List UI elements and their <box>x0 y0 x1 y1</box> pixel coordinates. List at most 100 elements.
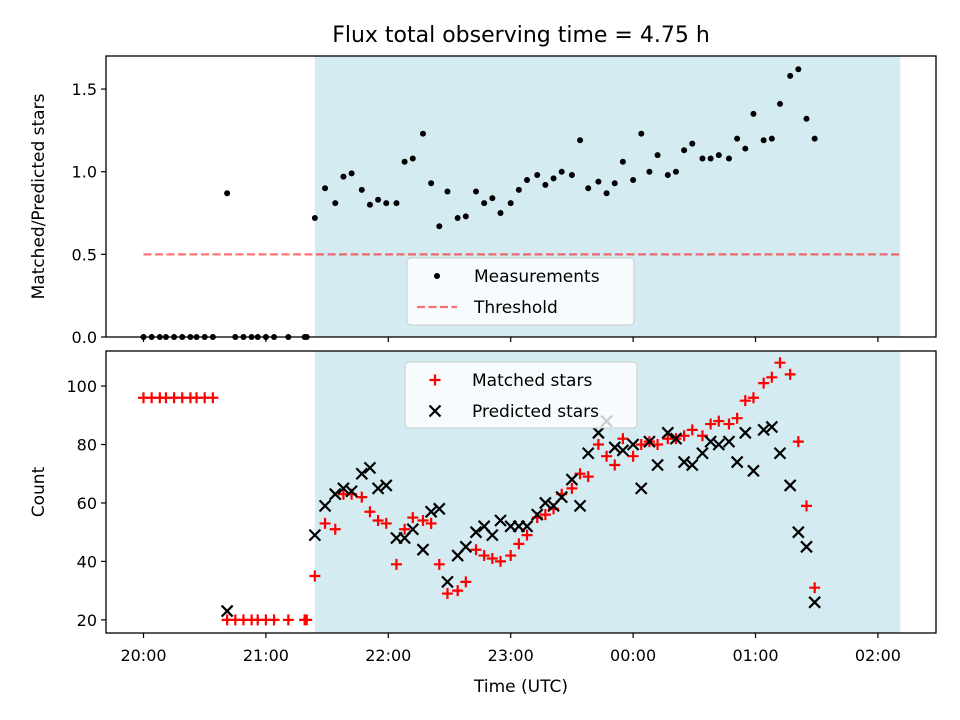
data-point <box>758 377 770 389</box>
data-point <box>433 558 445 570</box>
y-tick-label: 0.5 <box>72 245 97 264</box>
data-point <box>311 214 318 221</box>
data-point <box>747 464 760 478</box>
data-point <box>409 155 416 162</box>
data-point <box>524 176 531 183</box>
chart-title: Flux total observing time = 4.75 h <box>332 23 710 48</box>
data-point <box>792 436 804 448</box>
data-point <box>723 418 735 430</box>
data-point <box>725 155 732 162</box>
data-point <box>608 441 622 454</box>
data-point <box>609 459 621 471</box>
data-point <box>585 185 592 192</box>
series-predicted-stars <box>220 414 821 618</box>
data-point <box>481 200 488 207</box>
data-point <box>505 550 517 562</box>
x-tick-label: 22:00 <box>365 646 411 665</box>
data-point <box>573 499 587 513</box>
data-point <box>582 471 594 483</box>
x-axis-label: Time (UTC) <box>473 677 568 697</box>
y-tick-label: 20 <box>77 611 97 630</box>
top-panel: 0.0 0.5 1.0 1.5 Matched/Predicted stars Measu… <box>29 55 937 347</box>
legend-marker <box>434 273 440 279</box>
y-tick-label: 60 <box>77 494 97 513</box>
data-point <box>685 458 699 472</box>
data-point <box>322 185 329 192</box>
y-tick-label: 1.0 <box>72 163 97 182</box>
data-point <box>513 538 525 550</box>
data-point <box>520 520 534 533</box>
data-point <box>792 525 805 539</box>
data-point <box>627 450 639 462</box>
data-point <box>473 188 480 195</box>
data-point <box>705 418 717 430</box>
data-point <box>486 552 498 564</box>
data-point <box>332 200 339 207</box>
data-point <box>809 582 821 594</box>
data-point <box>441 575 454 589</box>
data-point <box>366 201 373 208</box>
data-point <box>776 100 783 107</box>
data-point <box>390 558 402 570</box>
data-point <box>340 173 347 180</box>
data-point <box>787 72 794 79</box>
y-tick-label: 80 <box>77 436 97 455</box>
data-point <box>441 588 453 600</box>
data-point <box>757 423 770 437</box>
data-point <box>530 508 544 521</box>
data-point <box>765 420 779 434</box>
data-point <box>774 357 786 369</box>
data-point <box>722 435 736 448</box>
legend-label: Predicted stars <box>472 402 599 422</box>
data-point <box>497 210 504 217</box>
data-point <box>654 152 661 159</box>
data-point <box>419 130 426 137</box>
data-point <box>268 614 280 626</box>
data-point <box>635 439 647 451</box>
data-point <box>766 371 778 383</box>
x-tick-label: 01:00 <box>732 646 778 665</box>
y-tick-label: 1.5 <box>72 80 97 99</box>
data-point <box>630 176 637 183</box>
data-point <box>747 392 759 404</box>
data-point <box>417 514 429 526</box>
data-point <box>425 517 437 529</box>
data-point <box>646 168 653 175</box>
bottom-panel: 20 40 60 80 100 20:00 21:00 22:00 23:00 00:00 01:0… <box>29 350 937 665</box>
data-point <box>686 424 698 436</box>
y-tick-label: 40 <box>77 552 97 571</box>
data-point <box>469 525 483 539</box>
data-point <box>478 550 490 562</box>
data-point <box>678 430 690 442</box>
data-point <box>462 213 469 220</box>
data-point <box>742 145 749 152</box>
data-point <box>375 196 382 203</box>
data-point <box>730 455 744 469</box>
data-point <box>696 447 709 460</box>
data-point <box>319 517 331 529</box>
data-point <box>795 66 802 73</box>
data-point <box>495 555 506 567</box>
legend-label: Measurements <box>474 267 600 287</box>
data-point <box>383 200 390 207</box>
data-point <box>224 190 231 197</box>
series-measurements <box>140 66 818 340</box>
data-point <box>566 482 578 494</box>
y-tick-label: 0.0 <box>72 328 97 347</box>
data-point <box>379 479 393 492</box>
data-point <box>486 528 499 542</box>
data-point <box>444 188 451 195</box>
series-matched-stars <box>138 357 821 626</box>
y-tick-label: 100 <box>66 377 97 396</box>
data-point <box>372 514 384 526</box>
legend-marker <box>429 374 441 386</box>
data-point <box>460 576 472 588</box>
legend-label: Matched stars <box>472 371 592 391</box>
data-point <box>704 435 717 448</box>
data-point <box>808 596 821 609</box>
data-point <box>428 180 435 187</box>
data-point <box>592 439 604 451</box>
data-point <box>739 395 751 407</box>
data-point <box>707 155 714 162</box>
data-point <box>577 137 584 144</box>
